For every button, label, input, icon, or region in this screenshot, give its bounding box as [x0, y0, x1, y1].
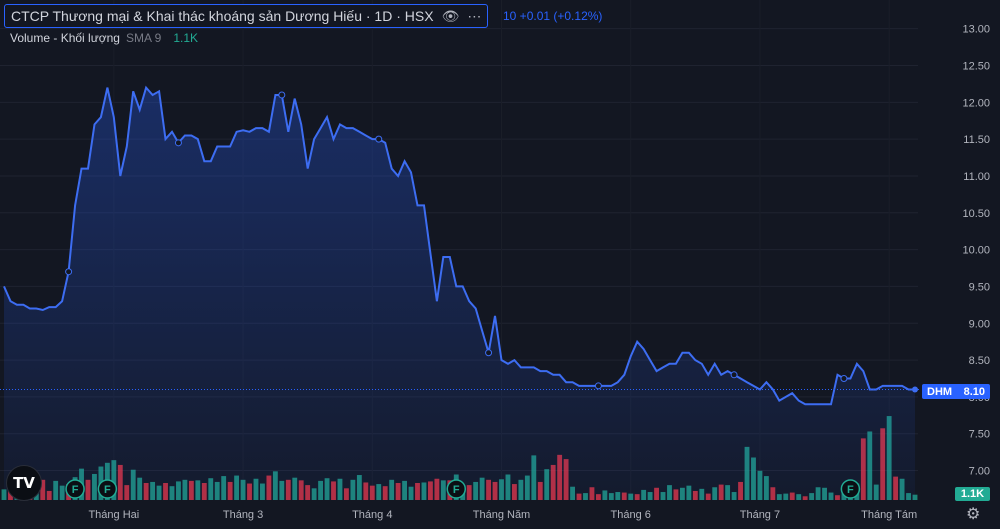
tradingview-logo[interactable]: TV [6, 465, 42, 501]
price-change: 10 +0.01 (+0.12%) [503, 9, 603, 23]
volume-name: Volume - Khối lượng [10, 31, 120, 45]
line-point-marker [840, 374, 848, 382]
price-badge-symbol: DHM [927, 385, 953, 398]
volume-legend[interactable]: Volume - Khối lượng SMA 9 1.1K [10, 31, 198, 45]
gear-icon[interactable]: ⚙ [966, 506, 981, 523]
line-point-marker [375, 135, 383, 143]
symbol-legend[interactable]: CTCP Thương mại & Khai thác khoáng sản D… [4, 4, 489, 28]
line-point-marker [594, 382, 602, 390]
y-tick-label: 9.50 [969, 281, 990, 293]
price-badge-value: 8.10 [963, 385, 985, 398]
event-marker [65, 479, 85, 499]
line-point-marker [485, 349, 493, 357]
x-tick-label: Tháng Tám [861, 509, 917, 521]
event-marker-label: F [847, 484, 854, 496]
y-tick-label: 12.00 [962, 97, 990, 109]
event-marker [446, 479, 467, 499]
x-tick-label: Tháng 4 [352, 509, 392, 521]
y-tick-label: 8.50 [969, 355, 990, 367]
x-tick-label: Tháng 6 [611, 509, 651, 521]
event-marker-label: F [72, 484, 79, 496]
y-tick-label: 9.00 [969, 318, 990, 330]
x-tick-label: Tháng 7 [740, 509, 780, 521]
y-tick-label: 13.00 [962, 24, 990, 36]
symbol-title: CTCP Thương mại & Khai thác khoáng sản D… [11, 8, 434, 24]
line-point-marker [65, 268, 73, 276]
last-price-badge: DHM 8.10 [922, 384, 990, 399]
y-tick-label: 12.50 [962, 61, 990, 73]
eye-icon[interactable]: 👁 [441, 8, 460, 24]
y-tick-label: 7.50 [969, 429, 990, 441]
x-tick-label: Tháng 3 [223, 509, 263, 521]
price-line [3, 85, 915, 406]
event-marker [840, 479, 861, 499]
y-tick-label: 7.00 [969, 466, 990, 478]
volume-value: 1.1K [173, 31, 199, 45]
event-marker-label: F [453, 484, 460, 496]
last-point-dot [912, 386, 918, 393]
y-tick-label: 10.50 [962, 208, 990, 220]
volume-badge: 1.1K [955, 487, 990, 501]
y-tick-label: 10.00 [962, 245, 990, 257]
x-tick-label: Tháng Hai [88, 509, 139, 521]
line-point-marker [174, 139, 182, 147]
more-dots-icon[interactable]: ⋯ [467, 8, 482, 24]
volume-sma: SMA 9 [125, 31, 162, 45]
event-marker-label: F [104, 484, 111, 496]
price-area [4, 87, 915, 500]
y-tick-label: 11.00 [963, 171, 990, 183]
x-tick-label: Tháng Năm [473, 509, 530, 521]
y-tick-label: 11.50 [963, 134, 990, 146]
line-point-marker [278, 91, 286, 99]
line-point-marker [730, 371, 738, 379]
event-marker [97, 479, 118, 499]
